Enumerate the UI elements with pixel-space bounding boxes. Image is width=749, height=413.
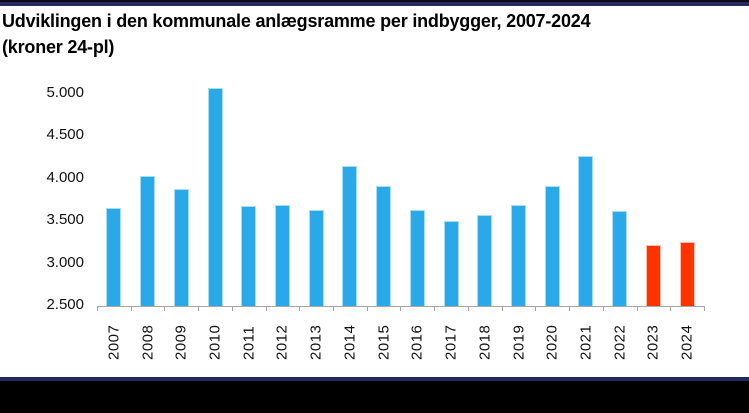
x-tick-label-2024: 2024 (678, 324, 696, 360)
bar-2009 (173, 189, 189, 306)
x-axis-tick (467, 306, 469, 311)
bar-2022 (612, 211, 628, 306)
x-axis-tick (670, 306, 672, 311)
x-axis-tick (535, 306, 537, 311)
x-tick-label-2014: 2014 (341, 324, 359, 360)
x-axis-tick (265, 306, 267, 311)
x-tick-label-2017: 2017 (442, 324, 460, 360)
x-tick-label-2012: 2012 (273, 324, 291, 360)
chart-title-line2: (kroner 24-pl) (2, 37, 115, 57)
x-axis-tick (569, 306, 571, 311)
bar-2011 (241, 206, 257, 306)
x-tick-label-2007: 2007 (105, 324, 123, 360)
bottom-border-line (0, 377, 749, 381)
x-tick-label-2011: 2011 (240, 325, 258, 360)
x-tick-label-2016: 2016 (408, 324, 426, 360)
y-tick-label-3.000: 3.000 (46, 253, 84, 271)
x-tick-label-2021: 2021 (577, 324, 595, 360)
bar-2016 (409, 210, 425, 306)
x-tick-label-2022: 2022 (611, 324, 629, 360)
chart-title-line1: Udviklingen i den kommunale anlægsramme … (2, 11, 591, 31)
y-tick-label-3.500: 3.500 (46, 211, 84, 229)
bar-2024 (679, 242, 695, 306)
bar-2021 (578, 156, 594, 306)
bar-2014 (342, 166, 358, 306)
bar-2010 (207, 88, 223, 306)
x-tick-label-2008: 2008 (139, 324, 157, 360)
x-tick-label-2010: 2010 (206, 324, 224, 360)
x-axis-tick (602, 306, 604, 311)
y-tick-label-4.000: 4.000 (46, 168, 84, 186)
x-tick-label-2018: 2018 (476, 324, 494, 360)
chart-title: Udviklingen i den kommunale anlægsramme … (2, 8, 722, 60)
x-axis-tick (501, 306, 503, 311)
x-axis-tick (198, 306, 200, 311)
x-axis-tick (97, 306, 98, 311)
x-axis-tick (231, 306, 233, 311)
x-axis-tick (333, 306, 335, 311)
bottom-black-bar (0, 381, 749, 413)
top-border-line (0, 0, 749, 6)
x-axis-tick (434, 306, 436, 311)
y-tick-label-2.500: 2.500 (46, 296, 84, 313)
y-tick-label-5.000: 5.000 (46, 84, 84, 101)
x-axis-tick (703, 306, 705, 311)
bar-2023 (645, 245, 661, 306)
bar-2007 (106, 208, 122, 306)
bar-2008 (140, 176, 156, 306)
x-tick-label-2023: 2023 (644, 324, 662, 360)
y-tick-label-4.500: 4.500 (46, 126, 84, 144)
bar-2015 (376, 186, 392, 306)
x-tick-label-2015: 2015 (375, 324, 393, 360)
x-axis-tick (400, 306, 402, 311)
bar-2012 (274, 205, 290, 306)
x-axis-tick (299, 306, 301, 311)
bar-2019 (511, 205, 526, 306)
x-axis-tick (636, 306, 638, 311)
bar-2018 (477, 215, 493, 306)
x-axis-tick (130, 306, 132, 311)
x-tick-label-2020: 2020 (543, 324, 561, 360)
x-axis-tick (366, 306, 368, 311)
x-tick-label-2013: 2013 (307, 324, 325, 360)
bar-2020 (544, 186, 560, 306)
bar-2017 (443, 221, 459, 306)
bar-2013 (308, 210, 324, 306)
x-axis-tick (164, 306, 166, 311)
x-tick-label-2009: 2009 (172, 324, 190, 360)
x-tick-label-2019: 2019 (510, 324, 527, 360)
